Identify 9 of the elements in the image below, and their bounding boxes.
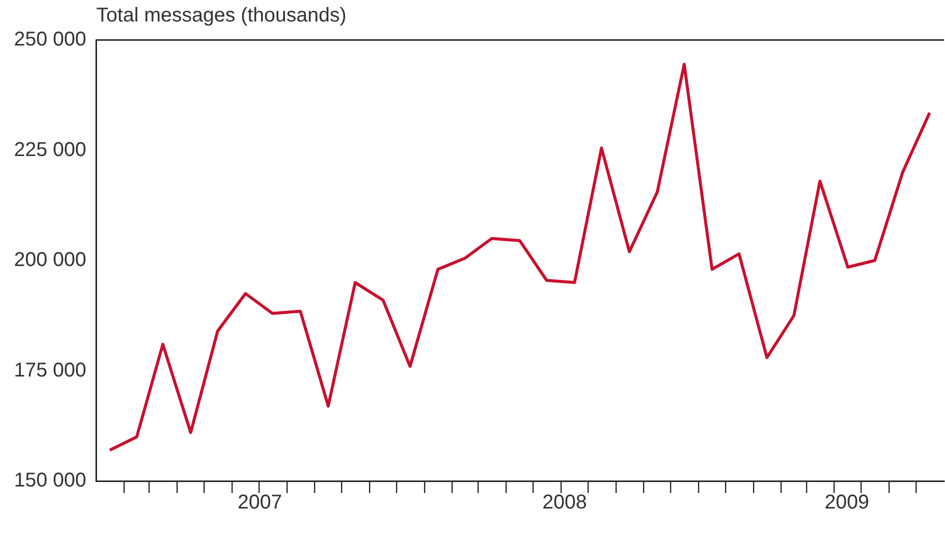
y-axis-title: Total messages (thousands): [96, 4, 346, 27]
x-tick-label: 2008: [542, 492, 587, 514]
y-tick-label: 175 000: [14, 359, 86, 382]
y-tick-label: 200 000: [14, 249, 86, 272]
y-tick-label: 150 000: [14, 470, 86, 492]
y-tick-label: 250 000: [14, 28, 86, 51]
x-tick-label: 2007: [238, 492, 282, 514]
x-tick-label: 2009: [824, 492, 870, 514]
y-tick-label: 225 000: [14, 138, 86, 161]
